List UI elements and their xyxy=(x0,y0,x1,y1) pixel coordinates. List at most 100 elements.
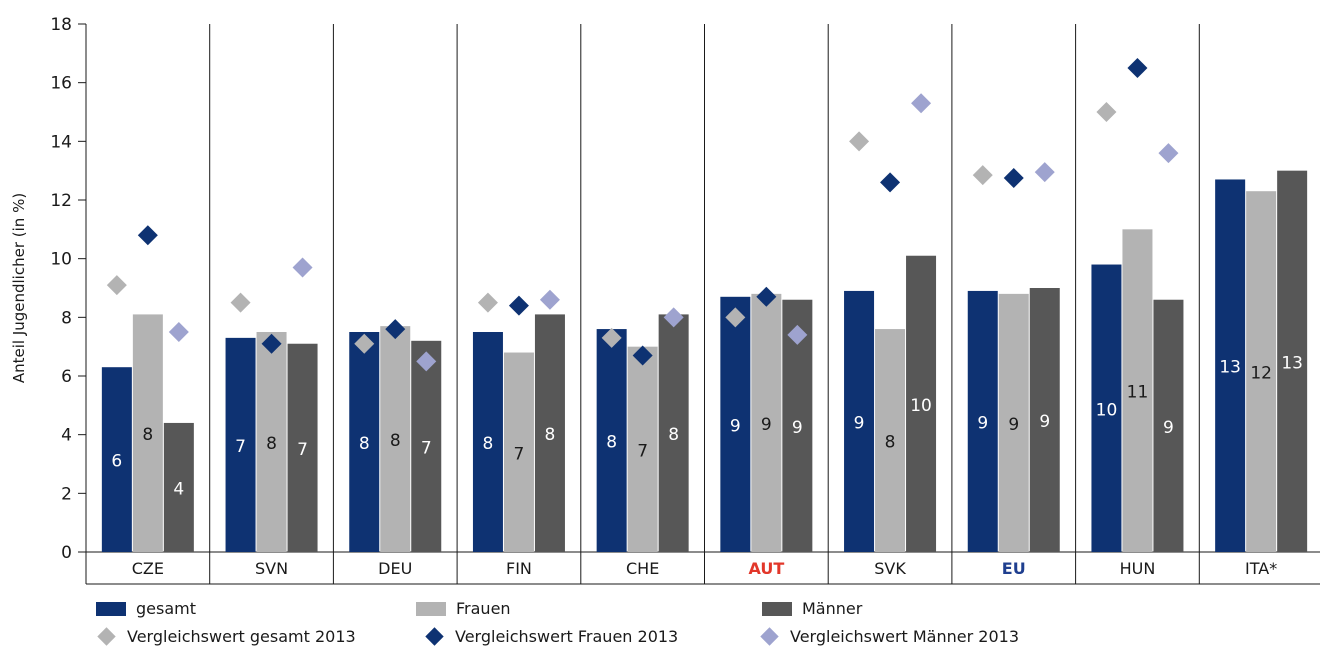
bar-value-label: 13 xyxy=(1219,358,1241,378)
marker-0-7 xyxy=(972,165,993,186)
marker-1-5 xyxy=(756,286,777,307)
bar-mnner-6 xyxy=(906,255,937,552)
y-tick-label: 14 xyxy=(50,132,72,152)
bar-value-label: 8 xyxy=(885,433,896,453)
bar-mnner-9 xyxy=(1277,170,1308,552)
marker-0-5 xyxy=(725,307,746,328)
bar-gesamt-6 xyxy=(844,290,875,552)
y-tick-label: 6 xyxy=(61,367,72,387)
bar-value-label: 9 xyxy=(1163,418,1174,438)
bar-value-label: 10 xyxy=(910,396,932,416)
bar-value-label: 8 xyxy=(266,434,277,454)
marker-0-0 xyxy=(106,275,127,296)
bar-frauen-5 xyxy=(751,293,782,552)
category-label-0: CZE xyxy=(132,559,164,578)
bar-value-label: 12 xyxy=(1250,364,1272,384)
bar-value-label: 9 xyxy=(1039,412,1050,432)
marker-1-3 xyxy=(508,295,529,316)
bar-value-label: 9 xyxy=(977,413,988,433)
bar-gesamt-1 xyxy=(225,337,256,552)
bar-value-label: 4 xyxy=(173,479,184,499)
marker-2-6 xyxy=(911,93,932,114)
category-label-3: FIN xyxy=(506,559,532,578)
bar-gesamt-2 xyxy=(349,332,380,552)
y-tick-label: 0 xyxy=(61,543,72,563)
marker-2-0 xyxy=(168,322,189,342)
category-label-2: DEU xyxy=(378,559,412,578)
category-label-4: CHE xyxy=(626,559,659,578)
bar-value-label: 7 xyxy=(297,440,308,460)
marker-1-2 xyxy=(385,319,406,340)
y-tick-label: 16 xyxy=(50,74,72,94)
bar-frauen-8 xyxy=(1122,229,1153,553)
marker-2-8 xyxy=(1158,143,1179,164)
marker-1-6 xyxy=(880,172,901,193)
marker-0-1 xyxy=(230,292,251,313)
category-label-9: ITA* xyxy=(1245,559,1277,578)
bar-value-label: 9 xyxy=(761,415,772,435)
category-label-1: SVN xyxy=(255,559,288,578)
marker-2-2 xyxy=(416,351,437,372)
y-tick-label: 18 xyxy=(50,15,72,35)
bar-mnner-1 xyxy=(287,343,318,552)
bar-mnner-8 xyxy=(1153,299,1184,552)
bar-frauen-7 xyxy=(998,293,1029,552)
marker-0-2 xyxy=(354,333,375,354)
bar-mnner-0 xyxy=(163,422,194,552)
bar-value-label: 9 xyxy=(854,413,865,433)
bar-value-label: 8 xyxy=(390,431,401,451)
y-tick-label: 4 xyxy=(61,426,72,446)
bar-value-label: 8 xyxy=(483,434,494,454)
bar-gesamt-4 xyxy=(596,329,627,552)
marker-0-4 xyxy=(601,327,622,348)
marker-2-5 xyxy=(787,324,808,345)
bar-value-label: 7 xyxy=(637,441,648,461)
marker-2-3 xyxy=(539,289,560,310)
bar-gesamt-7 xyxy=(967,290,998,552)
bar-value-label: 8 xyxy=(142,425,153,445)
bar-value-label: 8 xyxy=(359,434,370,454)
bar-mnner-7 xyxy=(1029,288,1060,552)
y-tick-label: 10 xyxy=(50,250,72,270)
bar-value-label: 11 xyxy=(1127,383,1149,403)
marker-0-6 xyxy=(849,131,870,152)
marker-2-1 xyxy=(292,257,313,278)
y-tick-label: 2 xyxy=(61,484,72,504)
bar-value-label: 9 xyxy=(730,416,741,436)
bar-frauen-2 xyxy=(380,326,411,552)
bar-value-label: 13 xyxy=(1281,353,1303,373)
bar-frauen-3 xyxy=(503,352,534,552)
bar-value-label: 10 xyxy=(1096,400,1118,420)
bar-frauen-4 xyxy=(627,346,658,552)
bar-gesamt-9 xyxy=(1215,179,1246,552)
marker-1-4 xyxy=(632,345,653,366)
bar-mnner-2 xyxy=(411,340,442,552)
marker-1-0 xyxy=(137,225,158,246)
marker-0-8 xyxy=(1096,102,1117,122)
bar-value-label: 8 xyxy=(606,433,617,453)
y-tick-label: 8 xyxy=(61,308,72,328)
bar-gesamt-5 xyxy=(720,296,751,552)
bar-frauen-0 xyxy=(132,314,163,552)
marker-2-4 xyxy=(663,307,684,328)
bar-gesamt-0 xyxy=(101,367,132,552)
bar-value-label: 6 xyxy=(111,452,122,472)
bar-value-label: 7 xyxy=(514,444,525,464)
y-tick-label: 12 xyxy=(50,191,72,211)
category-label-7: EU xyxy=(1002,559,1026,578)
marker-2-7 xyxy=(1034,162,1055,183)
bar-value-label: 8 xyxy=(668,425,679,445)
bar-value-label: 9 xyxy=(792,418,803,438)
bar-gesamt-3 xyxy=(472,332,503,552)
category-label-5: AUT xyxy=(748,559,784,578)
marker-1-1 xyxy=(261,333,282,354)
bar-value-label: 7 xyxy=(421,438,432,458)
bar-frauen-9 xyxy=(1246,191,1277,552)
marker-1-8 xyxy=(1127,58,1148,78)
bar-value-label: 7 xyxy=(235,437,246,457)
marker-0-3 xyxy=(477,292,498,313)
bar-value-label: 8 xyxy=(545,425,556,445)
bar-frauen-1 xyxy=(256,332,287,552)
bar-value-label: 9 xyxy=(1008,415,1019,435)
